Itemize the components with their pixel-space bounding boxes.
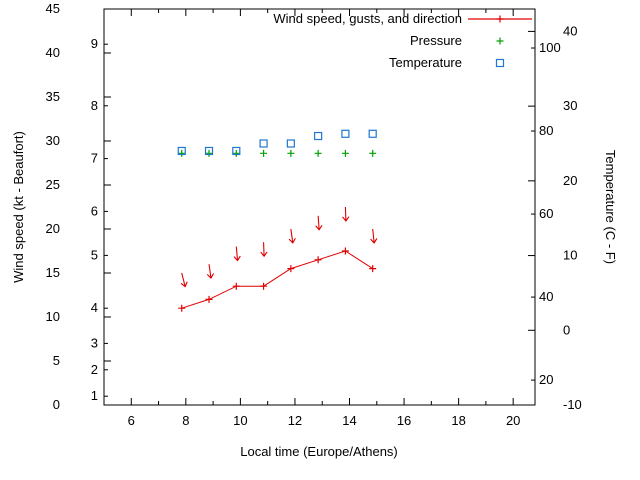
knots-tick-label: 35 [46, 89, 60, 104]
legend-label-pressure: Pressure [409, 33, 462, 48]
x-axis-title: Local time (Europe/Athens) [240, 444, 398, 459]
legend-sample-temperature-marker [495, 58, 505, 68]
x-tick-label: 16 [397, 413, 411, 428]
knots-tick-label: 45 [46, 1, 60, 16]
knots-tick-label: 40 [46, 45, 60, 60]
temperature-marker [232, 146, 241, 156]
wind-gust-direction-arrow [260, 242, 268, 258]
celsius-tick-label: 30 [563, 98, 577, 113]
temperature-marker [177, 146, 186, 156]
wind-point-marker [287, 265, 295, 273]
beaufort-label: 1 [91, 388, 98, 403]
wind-gust-direction-arrow [180, 272, 188, 288]
wind-point-marker [314, 256, 322, 264]
x-tick-label: 12 [288, 413, 302, 428]
celsius-tick-label: 0 [563, 322, 570, 337]
x-tick-label: 10 [233, 413, 247, 428]
celsius-tick-label: 10 [563, 248, 577, 263]
wind-point-marker [232, 282, 240, 290]
legend-sample-wind-marker [496, 15, 504, 23]
pressure-marker [341, 149, 349, 157]
temperature-marker [341, 129, 350, 138]
celsius-tick-label: 40 [563, 23, 577, 38]
knots-tick-label: 5 [53, 353, 60, 368]
plot-border [103, 8, 536, 406]
wind-gust-direction-arrow [206, 264, 215, 279]
x-tick-label: 8 [182, 413, 189, 428]
wind-point-marker [205, 295, 213, 303]
x-tick-label: 20 [506, 413, 520, 428]
pressure-marker [260, 149, 268, 157]
temperature-marker [286, 139, 295, 148]
legend-label-temperature: Temperature [389, 55, 462, 70]
pressure-marker [178, 149, 186, 157]
temperature-marker [259, 139, 268, 148]
pressure-marker [287, 149, 295, 157]
legend-label-wind: Wind speed, gusts, and direction [273, 11, 462, 26]
x-tick-label: 6 [128, 413, 135, 428]
beaufort-label: 4 [91, 300, 98, 315]
knots-tick-label: 30 [46, 133, 60, 148]
fahrenheit-label: 80 [539, 123, 553, 138]
knots-tick-label: 25 [46, 177, 60, 192]
legend-sample-pressure-marker [496, 37, 504, 45]
wind-point-marker [369, 265, 377, 273]
pressure-marker [205, 149, 213, 157]
fahrenheit-label: 100 [539, 40, 561, 55]
wind-gust-direction-arrow [370, 228, 378, 244]
temperature-marker [314, 131, 323, 141]
beaufort-label: 6 [91, 203, 98, 218]
beaufort-label: 7 [91, 151, 98, 166]
celsius-tick-label: 20 [563, 173, 577, 188]
wind-point-marker [178, 304, 186, 312]
x-tick-label: 18 [451, 413, 465, 428]
beaufort-label: 8 [91, 98, 98, 113]
wind-point-marker [341, 247, 349, 255]
wind-gust-direction-arrow [315, 215, 323, 231]
wind-gust-direction-arrow [288, 228, 296, 244]
beaufort-label: 3 [91, 335, 98, 350]
pressure-marker [314, 149, 322, 157]
legend: Wind speed, gusts, and direction Pressur… [273, 8, 462, 74]
celsius-tick-label: -10 [563, 397, 582, 412]
wind-speed-line [181, 250, 373, 309]
x-tick-label: 14 [342, 413, 356, 428]
pressure-marker [232, 149, 240, 157]
knots-tick-label: 20 [46, 221, 60, 236]
wind-gust-direction-arrow [233, 246, 241, 262]
wind-gust-direction-arrow [342, 206, 350, 222]
knots-tick-label: 0 [53, 397, 60, 412]
y-axis-right-title: Temperature (C - F) [603, 149, 618, 265]
y-axis-left-title: Wind speed (kt - Beaufort) [11, 131, 26, 283]
knots-tick-label: 10 [46, 309, 60, 324]
fahrenheit-label: 60 [539, 206, 553, 221]
beaufort-label: 2 [91, 362, 98, 377]
fahrenheit-label: 20 [539, 372, 553, 387]
pressure-marker [369, 149, 377, 157]
beaufort-label: 5 [91, 247, 98, 262]
fahrenheit-label: 40 [539, 289, 553, 304]
temperature-marker [204, 146, 214, 156]
wind-point-marker [260, 282, 268, 290]
temperature-marker [368, 129, 377, 138]
beaufort-label: 9 [91, 36, 98, 51]
knots-tick-label: 15 [46, 265, 60, 280]
